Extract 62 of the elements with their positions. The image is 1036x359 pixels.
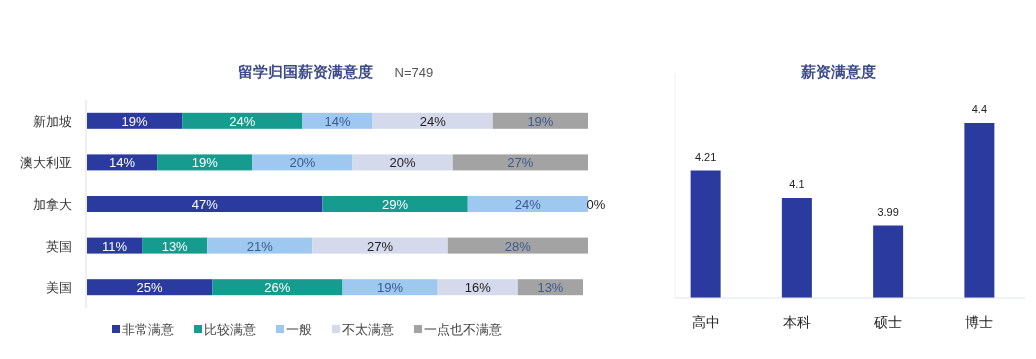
y-tick-label: 加拿大	[33, 197, 72, 212]
data-label: 47%	[191, 197, 219, 212]
x-tick-label: 高中	[691, 314, 720, 330]
data-label: 24%	[419, 113, 447, 129]
data-label: 13%	[161, 238, 189, 254]
bar	[452, 154, 588, 171]
bar	[87, 112, 183, 129]
x-tick-label: 本科	[782, 314, 811, 330]
data-label: 25%	[136, 280, 164, 296]
bar	[342, 279, 438, 296]
data-label: 16%	[464, 280, 492, 296]
legend-label: 比较满意	[204, 322, 256, 337]
bar	[207, 237, 313, 254]
legend-label: 不太满意	[342, 322, 394, 337]
data-label: 28%	[504, 238, 532, 254]
data-label: 4.4	[971, 103, 988, 115]
data-label: 0%	[586, 197, 606, 212]
bar	[87, 196, 323, 212]
x-tick-label: 博士	[965, 314, 994, 330]
y-tick-label: 新加坡	[33, 113, 72, 129]
bar	[492, 112, 588, 129]
data-label: 4.1	[789, 178, 805, 190]
data-label: 11%	[102, 238, 128, 254]
data-label: 21%	[246, 238, 274, 254]
x-tick-label: 硕士	[873, 314, 903, 330]
bar	[352, 154, 453, 171]
bar	[157, 154, 253, 171]
bar	[87, 279, 213, 296]
data-label: 4.21	[694, 150, 717, 163]
data-label: 20%	[389, 155, 417, 171]
bar	[372, 112, 493, 129]
data-label: 26%	[264, 280, 291, 296]
bar	[212, 279, 343, 296]
chart-title: 薪资满意度	[799, 63, 876, 80]
data-label: 27%	[367, 238, 394, 254]
data-label: 27%	[507, 155, 534, 171]
chart-subtitle: N=749	[394, 65, 434, 80]
bar	[312, 237, 448, 254]
chart-title: 留学归国薪资满意度	[237, 63, 373, 80]
y-tick-label: 美国	[46, 280, 72, 296]
bar	[252, 154, 353, 171]
data-label: 19%	[377, 280, 404, 296]
data-label: 24%	[229, 113, 256, 129]
y-tick-label: 澳大利亚	[20, 155, 72, 171]
y-tick-label: 英国	[46, 238, 72, 254]
data-label: 24%	[514, 197, 542, 212]
legend-label: 非常满意	[122, 322, 174, 337]
data-label: 20%	[289, 155, 316, 171]
bar	[467, 196, 588, 212]
data-label: 14%	[324, 113, 351, 129]
data-label: 3.99	[877, 205, 899, 218]
legend-label: 一般	[286, 322, 312, 337]
data-label: 13%	[537, 280, 564, 296]
bar	[182, 112, 303, 129]
data-label: 19%	[527, 113, 554, 129]
data-label: 19%	[191, 155, 219, 171]
data-label: 19%	[121, 113, 149, 129]
bar	[322, 196, 468, 212]
legend-label: 一点也不满意	[424, 322, 502, 337]
bar	[447, 237, 588, 254]
data-label: 29%	[382, 197, 409, 212]
data-label: 14%	[109, 155, 136, 171]
